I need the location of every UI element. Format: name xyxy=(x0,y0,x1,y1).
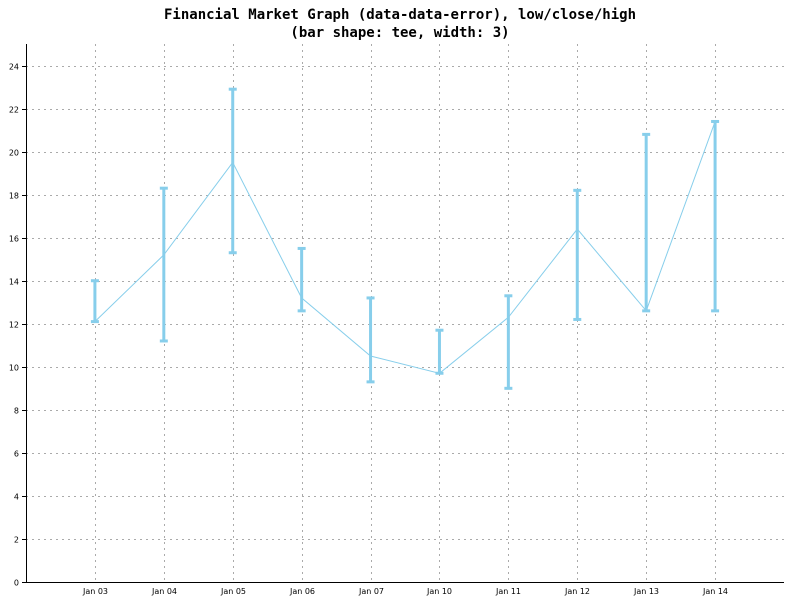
error-bar xyxy=(297,246,306,313)
y-tick-label: 6 xyxy=(14,450,19,459)
error-bar xyxy=(159,186,168,343)
error-bar xyxy=(90,279,99,324)
error-bar xyxy=(504,294,513,390)
error-bar xyxy=(642,132,651,313)
x-tick-label: Jan 07 xyxy=(358,587,384,596)
chart-subtitle: (bar shape: tee, width: 3) xyxy=(290,25,510,41)
x-tick-label: Jan 13 xyxy=(633,587,659,596)
grid xyxy=(26,44,784,582)
y-tick-label: 2 xyxy=(14,536,19,545)
y-tick-label: 14 xyxy=(9,278,19,287)
error-bar xyxy=(366,296,375,384)
x-tick-label: Jan 03 xyxy=(82,587,108,596)
y-tick-label: 20 xyxy=(9,149,19,158)
y-tick-label: 8 xyxy=(14,407,19,416)
y-tick-label: 0 xyxy=(14,579,19,588)
error-bar xyxy=(711,119,720,313)
x-tick-label: Jan 14 xyxy=(702,587,728,596)
x-tick-label: Jan 06 xyxy=(289,587,315,596)
x-tick-label: Jan 04 xyxy=(151,587,177,596)
chart-title: Financial Market Graph (data-data-error)… xyxy=(163,7,636,23)
y-tick-label: 12 xyxy=(9,321,19,330)
error-bar xyxy=(435,328,444,375)
y-tick-label: 22 xyxy=(9,106,19,115)
y-tick-label: 16 xyxy=(9,235,19,244)
x-tick-label: Jan 11 xyxy=(495,587,521,596)
x-tick-label: Jan 10 xyxy=(426,587,452,596)
close-line xyxy=(94,121,716,374)
x-tick-label: Jan 12 xyxy=(564,587,590,596)
x-tick-label: Jan 05 xyxy=(220,587,246,596)
y-tick-label: 10 xyxy=(9,364,19,373)
error-bar xyxy=(573,188,582,321)
x-axis-ticks: Jan 03 Jan 04 Jan 05 Jan 06 Jan 07 Jan 10 Jan … xyxy=(82,587,728,596)
y-tick-label: 4 xyxy=(14,493,19,502)
error-bars xyxy=(90,87,720,390)
y-tick-label: 24 xyxy=(9,63,19,72)
error-bar xyxy=(228,87,237,255)
axes xyxy=(26,44,784,583)
y-tick-label: 18 xyxy=(9,192,19,201)
close-line-path xyxy=(94,121,716,374)
